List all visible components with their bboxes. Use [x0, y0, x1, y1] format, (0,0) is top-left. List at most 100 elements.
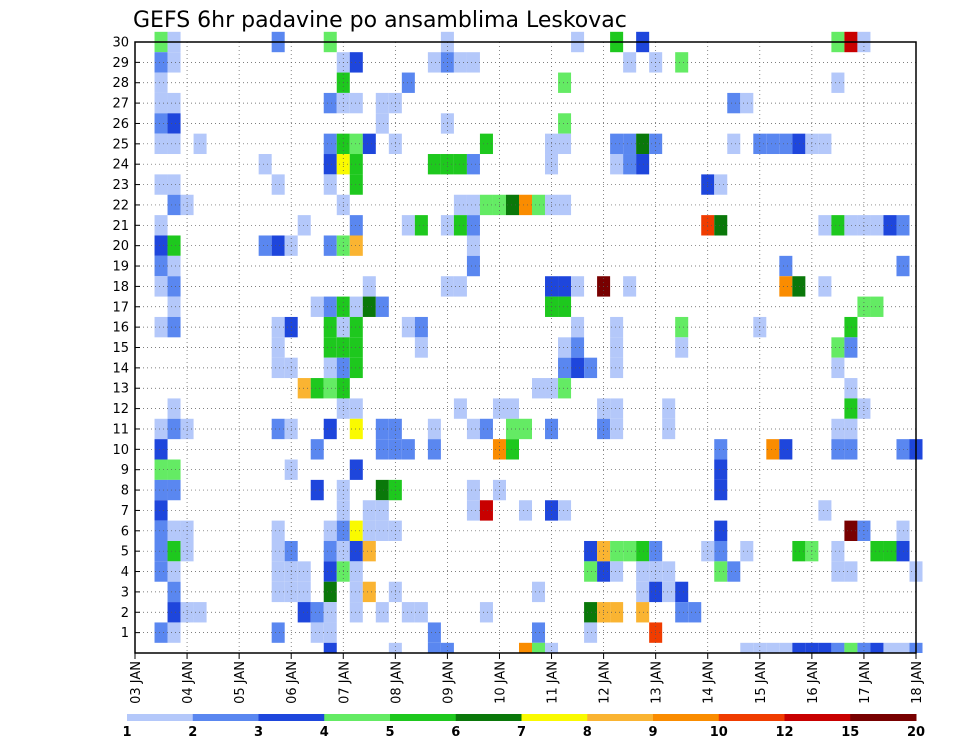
heatmap-cell	[571, 337, 585, 358]
heatmap-cell	[453, 154, 467, 175]
heatmap-cell	[375, 520, 389, 541]
y-tick-label: 19	[112, 260, 129, 275]
colorbar-swatch	[653, 714, 720, 721]
heatmap-cell	[558, 72, 572, 93]
heatmap-cell	[558, 133, 572, 155]
heatmap-cell	[453, 52, 467, 73]
x-tick-label: 07 JAN	[337, 661, 352, 704]
heatmap-cell	[375, 439, 389, 460]
heatmap-cell	[154, 500, 168, 521]
colorbar-swatch	[718, 714, 785, 721]
heatmap-cell	[584, 540, 598, 562]
heatmap-cell	[323, 622, 337, 643]
heatmap-cell	[323, 133, 337, 155]
heatmap-cell	[401, 72, 415, 93]
heatmap-cell	[401, 602, 415, 623]
colorbar-label: 8	[583, 725, 592, 740]
heatmap-cell	[154, 439, 168, 460]
heatmap-cell	[271, 418, 285, 440]
heatmap-cell	[466, 52, 480, 73]
heatmap-cell	[453, 398, 467, 419]
heatmap-cell	[154, 255, 168, 277]
heatmap-cell	[662, 561, 676, 582]
heatmap-cell	[740, 92, 754, 114]
heatmap-cell	[479, 194, 493, 216]
heatmap-cell	[779, 642, 793, 653]
heatmap-cell	[610, 540, 624, 562]
heatmap-cell	[323, 581, 337, 603]
heatmap-cell	[154, 561, 168, 582]
heatmap-cell	[193, 133, 207, 155]
heatmap-cell	[883, 642, 897, 653]
heatmap-cell	[610, 337, 624, 358]
heatmap-cell	[636, 581, 650, 603]
y-tick-label: 29	[112, 56, 129, 71]
colorbar-swatch	[587, 714, 654, 721]
y-tick-label: 24	[112, 158, 129, 173]
heatmap-cell	[466, 154, 480, 175]
chart-title: GEFS 6hr padavine po ansamblima Leskovac	[133, 8, 627, 33]
heatmap-cell	[818, 276, 832, 297]
heatmap-cell	[401, 215, 415, 236]
heatmap-cell	[558, 113, 572, 134]
heatmap-cell	[349, 602, 363, 623]
heatmap-cell	[766, 642, 780, 653]
heatmap-cell	[896, 439, 910, 460]
heatmap-cell	[831, 561, 845, 582]
y-tick-label: 14	[112, 361, 129, 376]
heatmap-cell	[740, 540, 754, 562]
heatmap-cell	[167, 540, 181, 562]
heatmap-cell	[349, 154, 363, 175]
heatmap-cell	[414, 316, 428, 338]
heatmap-cell	[870, 642, 884, 653]
heatmap-cell	[323, 357, 337, 379]
colorbar-label: 7	[517, 725, 526, 740]
colorbar-label: 3	[254, 725, 263, 740]
heatmap-cell	[844, 316, 858, 338]
heatmap-cell	[727, 561, 741, 582]
heatmap-cell	[610, 602, 624, 623]
heatmap-cell	[636, 561, 650, 582]
heatmap-cell	[414, 602, 428, 623]
y-tick-label: 26	[112, 117, 129, 132]
heatmap-cell	[323, 92, 337, 114]
heatmap-cell	[558, 337, 572, 358]
heatmap-cell	[844, 561, 858, 582]
heatmap-cell	[427, 52, 441, 73]
heatmap-cell	[831, 215, 845, 236]
heatmap-cell	[271, 174, 285, 195]
y-tick-label: 6	[121, 524, 129, 539]
heatmap-cell	[896, 642, 910, 653]
heatmap-cell	[375, 479, 389, 501]
heatmap-cell	[167, 235, 181, 256]
heatmap-cell	[349, 316, 363, 338]
heatmap-cell	[818, 133, 832, 155]
heatmap-cell	[792, 540, 806, 562]
heatmap-cell	[505, 439, 519, 460]
heatmap-cell	[349, 92, 363, 114]
y-tick-label: 1	[121, 626, 129, 641]
x-tick-label: 18 JAN	[910, 661, 925, 704]
heatmap-cell	[310, 479, 324, 501]
heatmap-cell	[714, 540, 728, 562]
heatmap-cell	[518, 194, 533, 216]
y-tick-label: 13	[112, 382, 129, 397]
heatmap-cell	[401, 316, 415, 338]
heatmap-cell	[675, 602, 689, 623]
heatmap-cell	[844, 642, 858, 653]
heatmap-cell	[453, 276, 467, 297]
heatmap-cell	[310, 602, 324, 623]
y-tick-label: 16	[112, 321, 129, 336]
colorbar-label: 10	[710, 725, 728, 740]
heatmap-cell	[154, 622, 168, 643]
heatmap-cell	[349, 540, 363, 562]
heatmap-cell	[310, 296, 324, 317]
heatmap-cell	[688, 602, 702, 623]
heatmap-cell	[375, 92, 389, 114]
heatmap-cell	[466, 418, 480, 440]
heatmap-cell	[466, 255, 480, 277]
heatmap-cell	[610, 154, 624, 175]
heatmap-cell	[623, 154, 637, 175]
heatmap-cell	[584, 622, 598, 643]
